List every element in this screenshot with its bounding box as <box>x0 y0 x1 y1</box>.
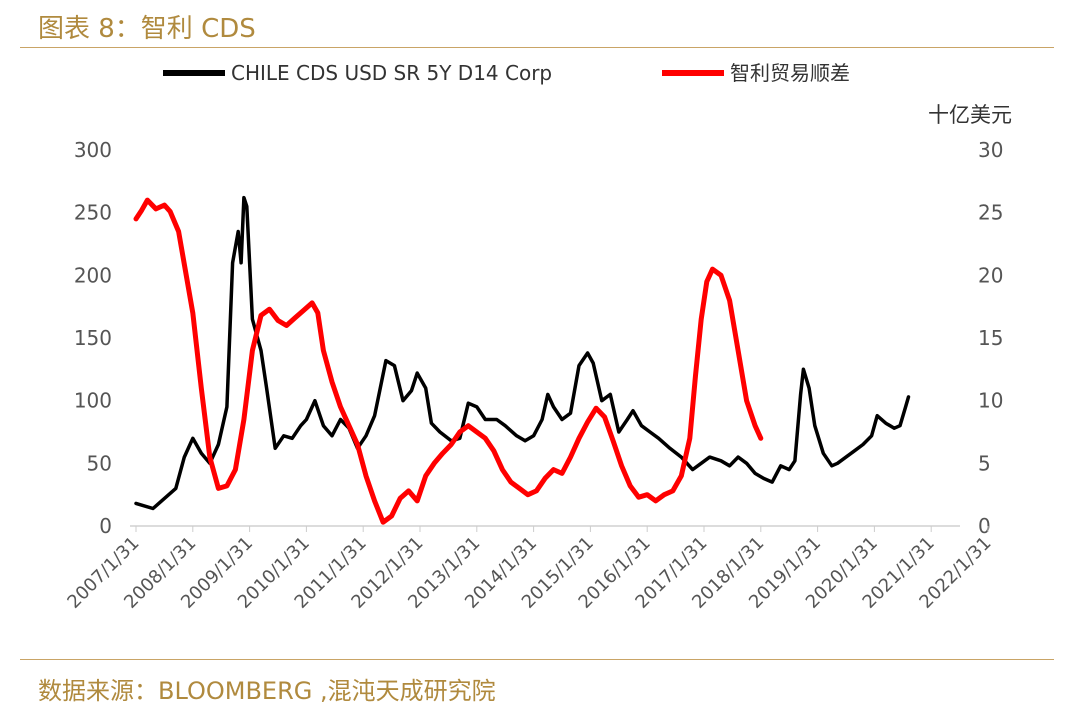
source-note: 数据来源：BLOOMBERG ,混沌天成研究院 <box>38 677 496 705</box>
right-axis-unit: 十亿美元 <box>928 103 1012 127</box>
title-divider <box>20 47 1054 48</box>
chart-legend: CHILE CDS USD SR 5Y D14 Corp 智利贸易顺差 <box>163 61 850 85</box>
left-axis-tick-label: 200 <box>74 263 112 287</box>
right-axis-tick-label: 10 <box>978 389 1003 413</box>
legend-label-cds: CHILE CDS USD SR 5Y D14 Corp <box>231 61 552 85</box>
x-axis: 2007/1/312008/1/312009/1/312010/1/312011… <box>63 526 996 613</box>
right-axis-tick-label: 25 <box>978 201 1003 225</box>
right-axis-tick-label: 5 <box>978 451 991 475</box>
series-line-trade-surplus <box>133 197 764 525</box>
figure-title: 图表 8：智利 CDS <box>38 14 256 44</box>
series-layer <box>133 195 911 525</box>
line-chart: CHILE CDS USD SR 5Y D14 Corp 智利贸易顺差 十亿美元… <box>63 61 1012 613</box>
left-axis-tick-label: 300 <box>74 138 112 162</box>
right-axis-tick-label: 30 <box>978 138 1003 162</box>
legend-label-trade-surplus: 智利贸易顺差 <box>730 61 850 85</box>
left-axis-tick-label: 250 <box>74 201 112 225</box>
footer-divider <box>20 659 1054 660</box>
left-axis-tick-label: 50 <box>87 451 112 475</box>
left-axis: 0 50 100 150 200 250 300 <box>74 138 112 538</box>
right-axis-tick-label: 15 <box>978 326 1003 350</box>
left-axis-tick-label: 100 <box>74 389 112 413</box>
left-axis-tick-label: 0 <box>99 514 112 538</box>
right-axis-tick-label: 20 <box>978 263 1003 287</box>
series-line-cds <box>134 195 911 511</box>
left-axis-tick-label: 150 <box>74 326 112 350</box>
